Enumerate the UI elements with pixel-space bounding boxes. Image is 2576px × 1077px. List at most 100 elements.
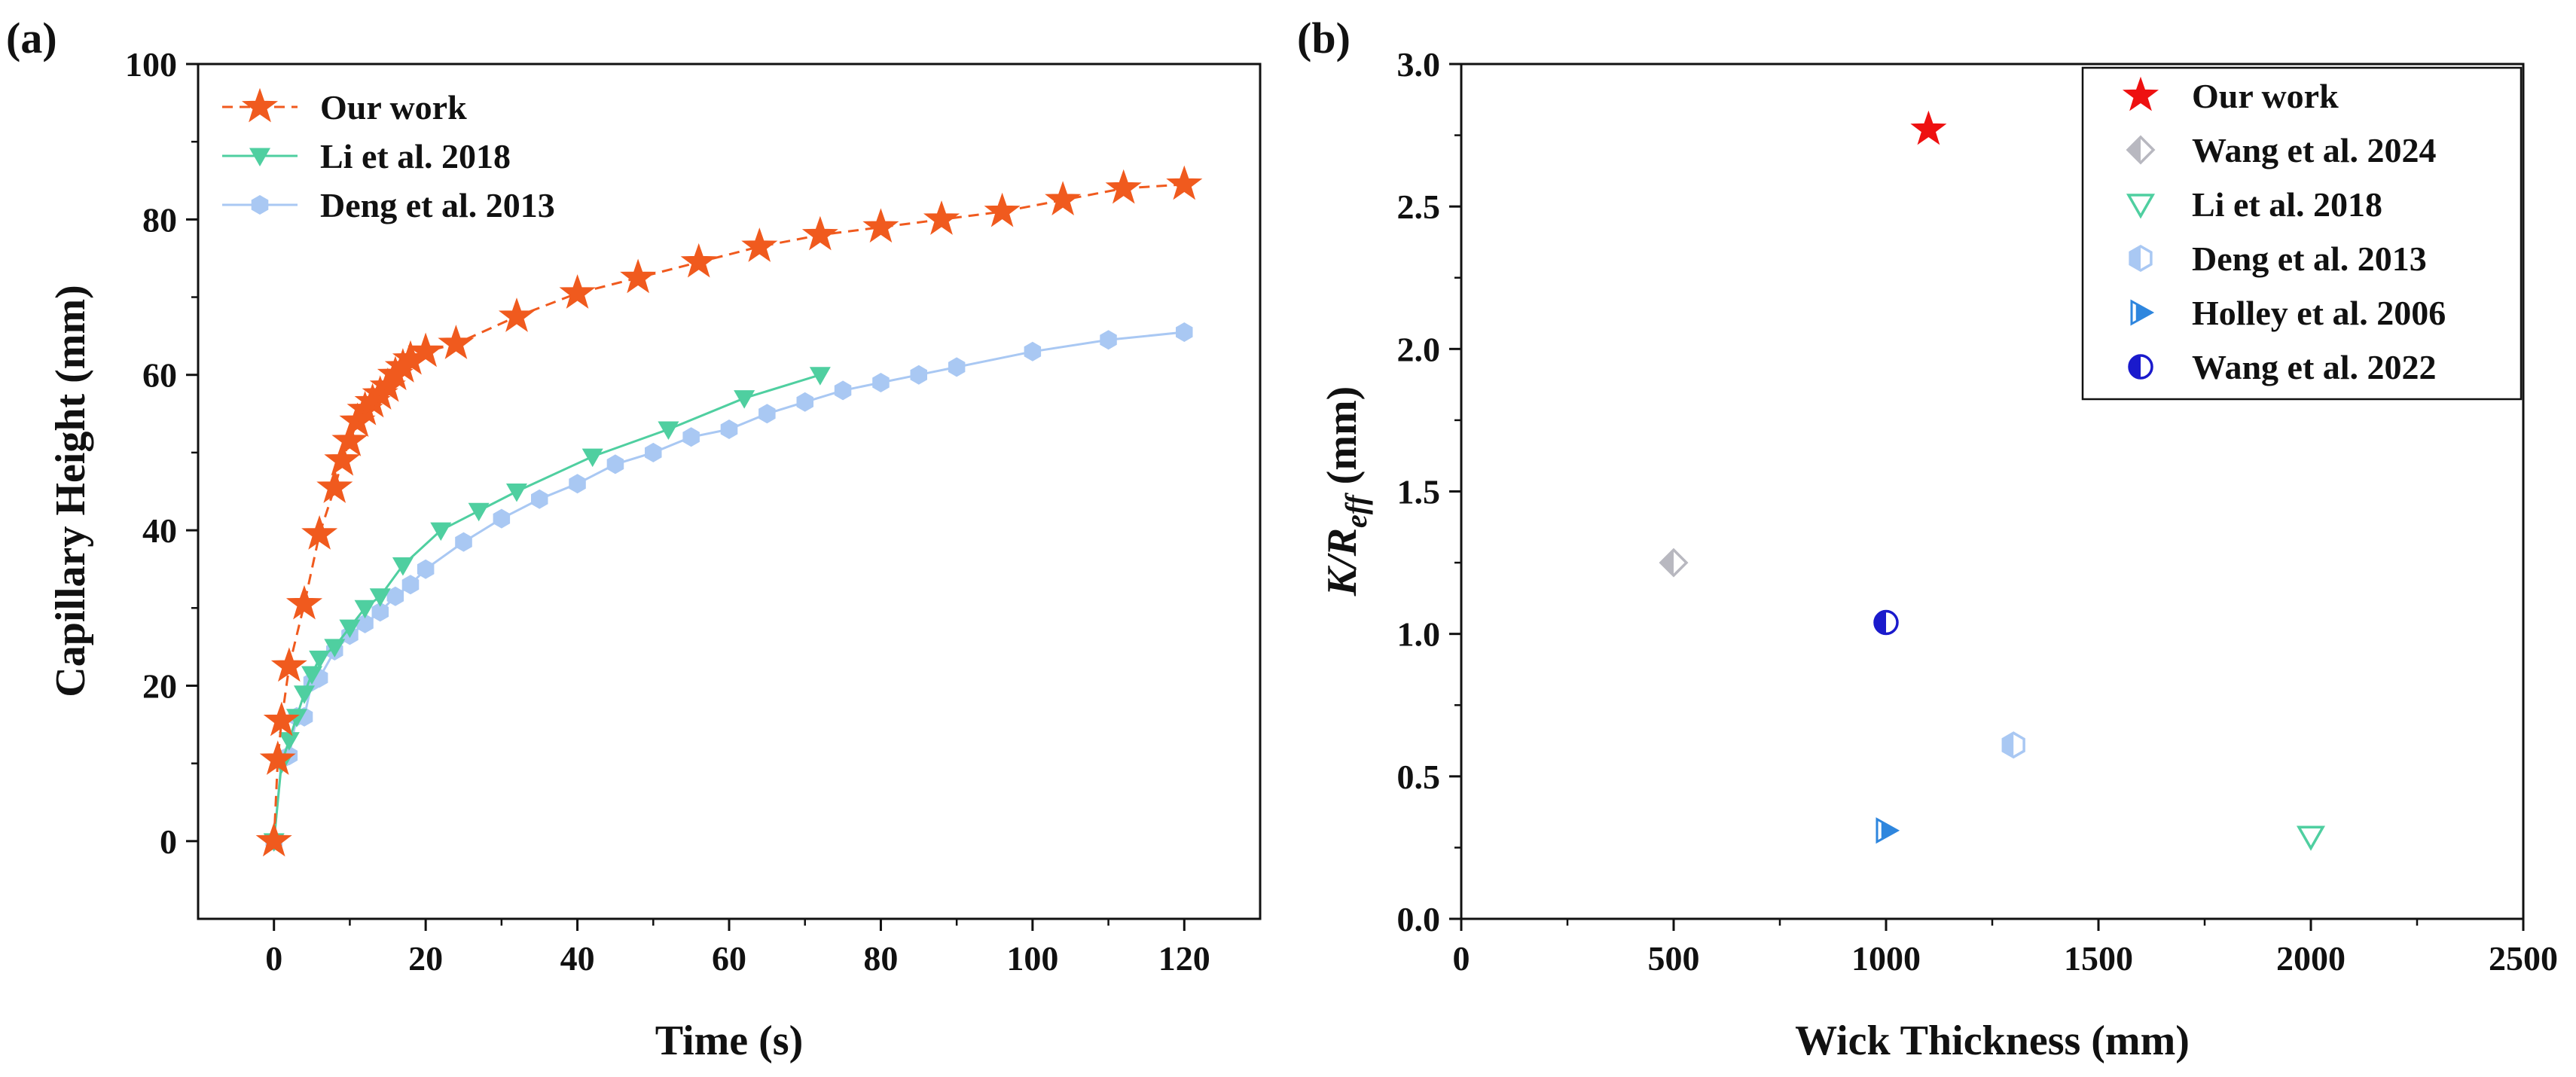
data-point-shape bbox=[498, 297, 536, 332]
y-tick-label: 100 bbox=[125, 45, 177, 84]
data-point-shape bbox=[401, 575, 420, 595]
data-point bbox=[923, 200, 960, 235]
panel-a-label: (a) bbox=[6, 14, 57, 63]
x-tick-label: 1500 bbox=[2064, 939, 2133, 978]
data-point-shape bbox=[809, 367, 831, 386]
legend-marker-shape bbox=[251, 195, 269, 215]
data-point-shape bbox=[386, 586, 404, 606]
data-point-deng-et-al-2013 bbox=[2001, 731, 2025, 759]
data-point bbox=[285, 584, 323, 620]
data-point-shape bbox=[801, 215, 838, 251]
data-point bbox=[339, 619, 361, 639]
x-tick-label: 2000 bbox=[2276, 939, 2346, 978]
legend-marker bbox=[249, 148, 270, 166]
legend-marker-cut bbox=[2131, 301, 2136, 324]
panel-b-frame bbox=[1460, 63, 2525, 920]
y-tick-label: 3.0 bbox=[1397, 45, 1441, 84]
legend-marker-shape bbox=[2122, 76, 2159, 111]
data-point-shape bbox=[923, 200, 960, 235]
data-point bbox=[294, 685, 315, 704]
panel-a-series bbox=[255, 165, 1203, 857]
legend-label: Holley et al. 2006 bbox=[2192, 294, 2446, 332]
data-point-shape bbox=[392, 557, 414, 576]
data-point-shape bbox=[645, 442, 662, 462]
y-tick-label: 1.5 bbox=[1397, 473, 1441, 511]
legend-marker bbox=[2122, 76, 2159, 111]
data-point-our-work-shape bbox=[1910, 110, 1947, 145]
panel-b-series bbox=[1659, 110, 2326, 851]
data-point-shape bbox=[720, 420, 738, 439]
data-point bbox=[498, 297, 536, 332]
data-point bbox=[758, 404, 776, 424]
data-point-shape bbox=[331, 422, 368, 456]
data-point bbox=[984, 192, 1021, 227]
panel-a-chart: (a) 0 20 40 60 80 100 120 0 20 40 60 80 100 Time (s)… bbox=[6, 14, 1262, 1064]
data-point-shape bbox=[569, 474, 586, 494]
data-point-shape bbox=[758, 404, 776, 424]
data-point bbox=[680, 243, 717, 278]
data-point bbox=[278, 732, 300, 751]
data-point-shape bbox=[506, 484, 527, 502]
legend-label: Deng et al. 2013 bbox=[320, 186, 555, 224]
data-point-shape bbox=[316, 468, 353, 503]
data-point-shape bbox=[356, 613, 374, 633]
data-point-shape bbox=[455, 532, 472, 552]
panel-b-chart: (b) 0 500 1000 1500 2000 2500 0.0 0.5 1.0 1.5 2.0 2… bbox=[1297, 14, 2558, 1064]
data-point-shape bbox=[285, 709, 307, 728]
data-point-shape bbox=[1045, 181, 1082, 216]
data-point bbox=[720, 420, 738, 439]
data-point-shape bbox=[734, 390, 755, 409]
panel-b-ticks: 0 500 1000 1500 2000 2500 0.0 0.5 1.0 1.5 2.0 2.5 3.… bbox=[1397, 45, 2559, 978]
x-tick-label: 2500 bbox=[2489, 939, 2558, 978]
data-point-shape bbox=[339, 619, 361, 639]
series-our-work bbox=[255, 165, 1203, 857]
data-point-shape bbox=[309, 650, 331, 670]
legend-label: Deng et al. 2013 bbox=[2192, 240, 2427, 278]
data-point-holley-et-al-2006-fill bbox=[1877, 819, 1897, 842]
data-point bbox=[682, 427, 700, 447]
data-point bbox=[301, 514, 338, 550]
data-point bbox=[309, 650, 331, 670]
data-point-shape bbox=[1176, 322, 1193, 342]
data-point bbox=[270, 647, 307, 682]
panel-b-y-axis-title-main: K/R bbox=[1319, 528, 1366, 596]
legend-marker-outline bbox=[2130, 299, 2155, 326]
data-point-shape bbox=[259, 740, 296, 775]
data-point-shape bbox=[948, 357, 966, 377]
data-point bbox=[645, 442, 662, 462]
y-tick-label: 80 bbox=[142, 200, 177, 239]
data-point bbox=[407, 332, 444, 368]
legend-marker-fill bbox=[2132, 301, 2152, 324]
data-point bbox=[506, 484, 527, 502]
data-point-holley-et-al-2006 bbox=[1876, 817, 1900, 844]
data-point bbox=[316, 468, 353, 503]
data-point bbox=[809, 367, 831, 386]
data-point bbox=[658, 421, 679, 440]
data-point-shape bbox=[438, 325, 475, 359]
data-point-shape bbox=[796, 392, 813, 412]
panel-b-label: (b) bbox=[1297, 14, 1351, 63]
data-point-shape bbox=[468, 502, 490, 522]
data-point-shape bbox=[371, 602, 389, 622]
data-point-deng-et-al-2013-fill bbox=[2003, 733, 2014, 758]
panel-b-legend: Our work Wang et al. 2024 Li et al. 2018 De… bbox=[2081, 66, 2523, 401]
data-point bbox=[430, 522, 452, 542]
data-point bbox=[796, 392, 813, 412]
series-deng-et-al-2013 bbox=[265, 322, 1193, 851]
panel-b-y-axis-title: K/Reff (mm) bbox=[1319, 386, 1373, 597]
data-point-wang-et-al-2024-fill bbox=[1661, 550, 1674, 576]
x-tick-label: 100 bbox=[1006, 939, 1058, 978]
legend-marker bbox=[2126, 194, 2156, 219]
legend-marker-shape bbox=[249, 148, 270, 166]
data-point-li-et-al-2018-shape bbox=[2296, 825, 2326, 851]
legend-marker-shape bbox=[2126, 194, 2156, 219]
data-point bbox=[401, 575, 420, 595]
data-point bbox=[910, 365, 927, 385]
data-point bbox=[324, 639, 346, 657]
legend-label: Li et al. 2018 bbox=[2192, 185, 2382, 224]
data-point-shape bbox=[984, 192, 1021, 227]
panel-a-x-axis-title: Time (s) bbox=[655, 1018, 804, 1064]
data-point-shape bbox=[493, 508, 511, 529]
data-point-shape bbox=[620, 258, 657, 294]
